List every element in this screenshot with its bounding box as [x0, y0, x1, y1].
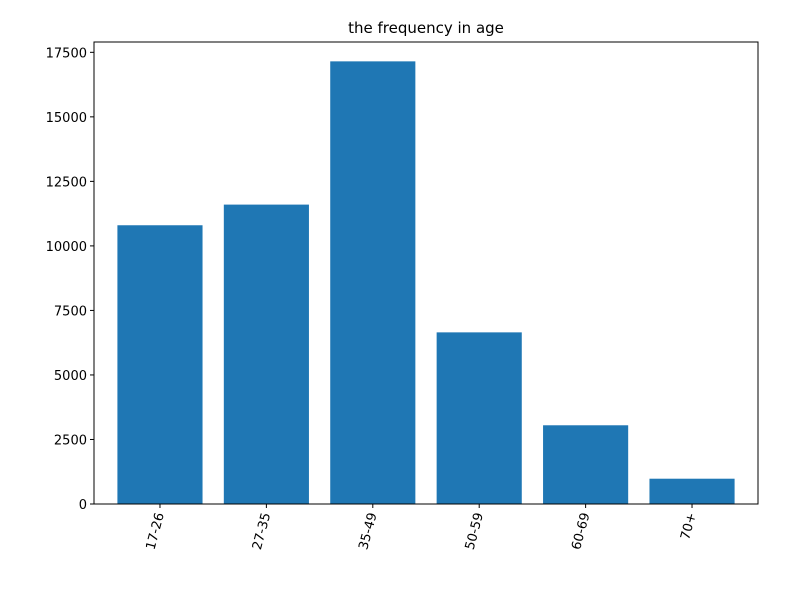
x-tick-label: 60-69 [569, 511, 593, 551]
y-tick-label: 17500 [46, 46, 87, 61]
plot-frame [93, 41, 759, 505]
bars-group [117, 61, 735, 505]
y-tick-label: 15000 [46, 111, 87, 126]
x-tick-label: 50-59 [463, 511, 487, 551]
chart-title: the frequency in age [348, 19, 504, 37]
x-tick-label: 70+ [678, 511, 700, 541]
bar-35-49 [330, 61, 416, 504]
y-tick-label: 12500 [46, 175, 87, 190]
y-tick-label: 2500 [54, 433, 87, 448]
x-tick-label: 35-49 [356, 511, 380, 551]
x-axis: 17-26 27-35 35-49 50-59 60-69 70+ [144, 504, 700, 552]
y-tick-label: 0 [79, 498, 87, 513]
bar-70+ [649, 478, 735, 504]
y-tick-label: 7500 [54, 304, 87, 319]
y-axis: 0 2500 5000 7500 10000 12500 15000 17500 [46, 46, 94, 513]
y-tick-label: 5000 [54, 369, 87, 384]
bar-60-69 [543, 425, 629, 504]
bar-50-59 [436, 332, 522, 504]
x-tick-label: 27-35 [250, 511, 274, 551]
bar-17-26 [117, 225, 203, 504]
x-tick-label: 17-26 [144, 511, 168, 551]
bar-27-35 [223, 204, 309, 505]
y-tick-label: 10000 [46, 240, 87, 255]
